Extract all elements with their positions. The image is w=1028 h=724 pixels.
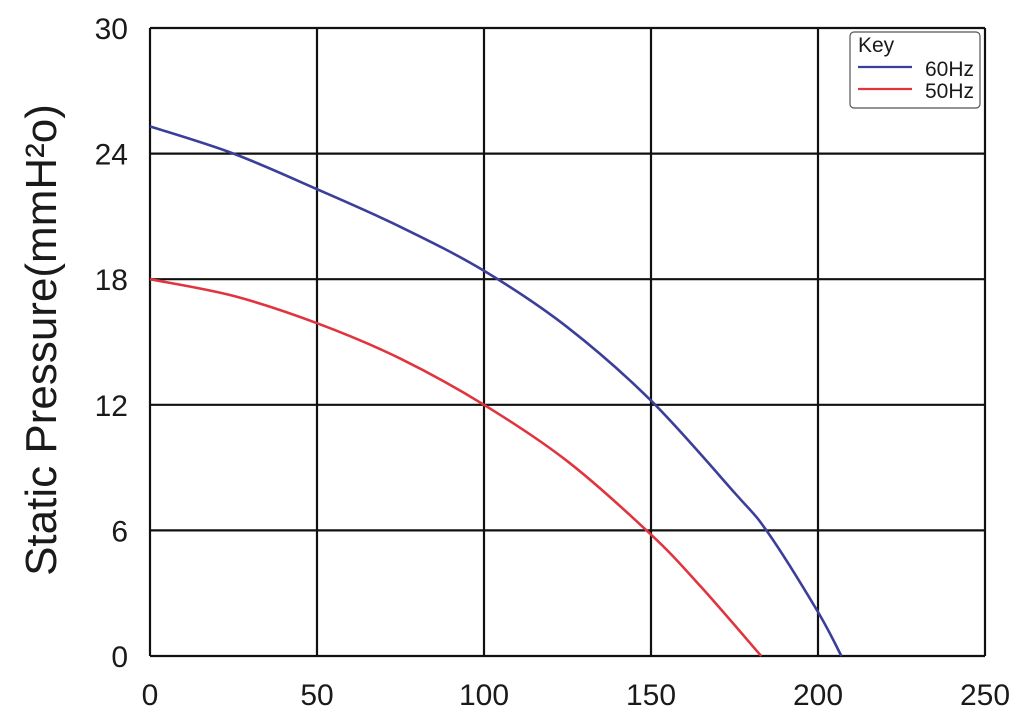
tick-labels: 0 50 100 150 200 250 0 6 12 18 24 30 bbox=[95, 13, 1010, 712]
y-tick-label: 30 bbox=[95, 13, 128, 46]
y-tick-label: 0 bbox=[111, 641, 128, 674]
x-tick-label: 250 bbox=[960, 679, 1010, 712]
series-line-60hz bbox=[149, 125, 843, 657]
y-axis-label: Static Pressure(mmH²o) bbox=[17, 104, 66, 576]
legend-label-60hz: 60Hz bbox=[925, 58, 974, 81]
x-tick-label: 0 bbox=[142, 679, 159, 712]
grid bbox=[148, 26, 987, 658]
series-line-50hz bbox=[149, 277, 763, 657]
x-tick-label: 200 bbox=[793, 679, 843, 712]
x-tick-label: 150 bbox=[626, 679, 676, 712]
legend-label-50hz: 50Hz bbox=[925, 80, 974, 103]
y-tick-label: 12 bbox=[95, 390, 128, 423]
x-tick-label: 100 bbox=[459, 679, 509, 712]
y-tick-label: 18 bbox=[95, 264, 128, 297]
series-lines bbox=[149, 125, 843, 657]
y-tick-label: 6 bbox=[111, 515, 128, 548]
legend-title: Key bbox=[858, 34, 895, 57]
y-tick-label: 24 bbox=[95, 139, 128, 172]
x-tick-label: 50 bbox=[300, 679, 333, 712]
